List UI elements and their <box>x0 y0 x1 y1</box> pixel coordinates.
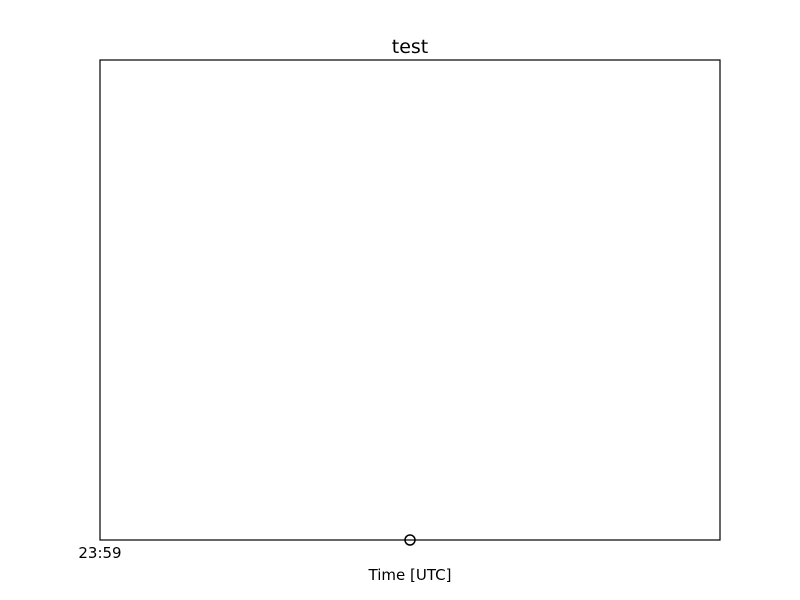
data-marks <box>404 534 416 546</box>
plot-area-frame <box>99 59 721 541</box>
x-axis-label: Time [UTC] <box>368 566 452 584</box>
chart-title: test <box>392 36 429 58</box>
data-point <box>404 534 416 546</box>
x-tick-label: 23:59 <box>78 544 121 562</box>
